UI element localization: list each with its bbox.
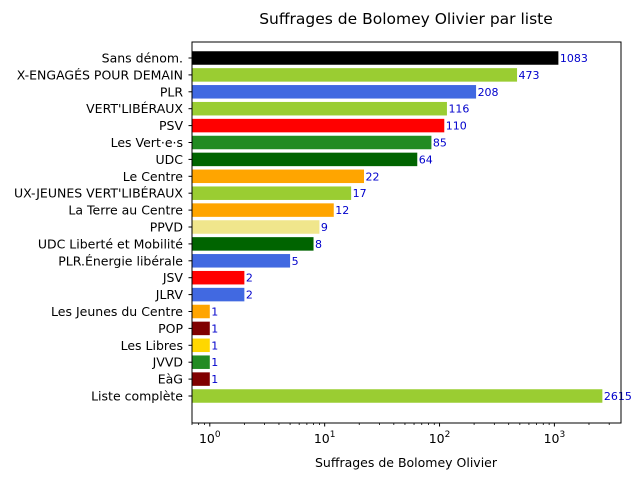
x-tick-label: 103 [544,430,566,446]
y-tick-label: JVVD [152,355,183,370]
value-label: 9 [321,221,328,234]
value-label: 2 [246,289,253,302]
value-label: 1 [211,373,218,386]
x-axis-label: Suffrages de Bolomey Olivier [315,455,498,470]
bar [192,355,210,369]
y-tick-label: Les Jeunes du Centre [51,304,183,319]
y-tick-label: Les Libres [121,338,183,353]
bar [192,186,352,200]
bar [192,169,364,184]
y-tick-label: Les Vert·e·s [111,135,183,150]
bar [192,135,432,150]
y-tick-label: La Terre au Centre [68,203,183,218]
value-label: 22 [366,170,380,183]
x-tick-label: 100 [199,430,221,446]
bar [192,85,477,99]
value-label: 1 [211,356,218,369]
value-label: 2615 [604,390,632,403]
y-tick-label: EàG [158,372,183,387]
y-tick-label: Le Centre [123,169,184,184]
y-tick-label: X-ENGAGÉS POUR DEMAIN [17,67,183,82]
bar [192,304,210,319]
value-label: 85 [433,137,447,150]
x-tick-label: 102 [429,430,451,446]
x-tick-label: 101 [314,430,336,446]
bar [192,51,559,65]
value-label: 473 [519,69,540,82]
y-tick-label: PPVD [150,220,183,235]
value-label: 1 [211,306,218,319]
value-label: 5 [292,255,299,268]
bars-group [192,51,603,403]
y-tick-label: UDC Liberté et Mobilité [38,236,183,251]
plot-frame [191,41,622,424]
y-tick-labels: Sans dénom.X-ENGAGÉS POUR DEMAIN PLR VERT'… [14,51,192,404]
y-tick-label: VERT'LIBÉRAUX [86,101,183,116]
bar [192,389,603,403]
value-label: 110 [446,120,467,133]
bar [192,254,291,268]
value-label: 1083 [560,52,588,65]
y-tick-label: Liste complète [91,389,183,404]
value-label: 64 [419,153,433,166]
value-label: 1 [211,322,218,335]
y-tick-label: PLR [160,84,184,99]
y-tick-label: JSV [162,270,184,285]
value-label: 17 [353,187,367,200]
value-label: 8 [315,238,322,251]
value-label: 208 [478,86,499,99]
y-tick-label: PSV [159,118,183,133]
x-ticks: 100 101 102 103 [191,423,610,446]
value-label: 12 [335,204,349,217]
chart-title: Suffrages de Bolomey Olivier par liste [259,10,553,28]
bar [192,372,210,386]
bar [192,321,210,336]
bar [192,270,245,285]
bar [192,237,314,251]
bar [192,101,447,116]
bar [192,118,445,133]
value-label: 116 [448,103,469,116]
y-tick-label: PLR.Énergie libérale [58,253,183,268]
bar [192,287,245,302]
bar [192,152,418,167]
bar [192,68,518,82]
value-label: 2 [246,272,253,285]
y-tick-label: UX-JEUNES VERT'LIBÉRAUX [14,186,183,201]
bar [192,220,320,234]
bar [192,338,210,353]
y-tick-label: UDC [155,152,183,167]
y-tick-label: POP [158,321,183,336]
value-label: 1 [211,339,218,352]
bar [192,203,334,217]
y-tick-label: Sans dénom. [102,51,183,66]
y-tick-label: JLRV [155,287,184,302]
